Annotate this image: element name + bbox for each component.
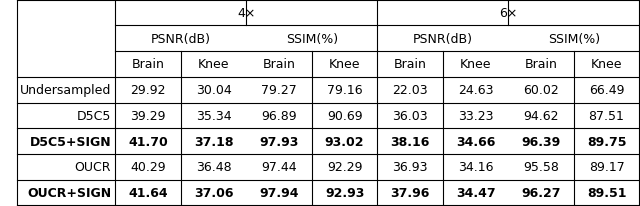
Text: 94.62: 94.62 [524, 109, 559, 122]
Text: 96.89: 96.89 [261, 109, 297, 122]
Text: Brain: Brain [262, 58, 296, 71]
Text: Brain: Brain [525, 58, 557, 71]
Text: 24.63: 24.63 [458, 84, 493, 97]
Text: 34.47: 34.47 [456, 186, 495, 199]
Text: 29.92: 29.92 [131, 84, 166, 97]
Text: 37.18: 37.18 [194, 135, 234, 148]
Text: 96.39: 96.39 [522, 135, 561, 148]
Text: 41.64: 41.64 [129, 186, 168, 199]
Text: 41.70: 41.70 [128, 135, 168, 148]
Text: SSIM(%): SSIM(%) [548, 33, 600, 46]
Text: OUCR+SIGN: OUCR+SIGN [27, 186, 111, 199]
Text: Brain: Brain [132, 58, 164, 71]
Text: 4×: 4× [237, 7, 255, 20]
Text: 30.04: 30.04 [196, 84, 232, 97]
Text: 33.23: 33.23 [458, 109, 493, 122]
Text: SSIM(%): SSIM(%) [286, 33, 338, 46]
Text: Undersampled: Undersampled [20, 84, 111, 97]
Text: PSNR(dB): PSNR(dB) [413, 33, 473, 46]
Text: 96.27: 96.27 [522, 186, 561, 199]
Text: Knee: Knee [329, 58, 360, 71]
Text: 34.66: 34.66 [456, 135, 495, 148]
Text: 34.16: 34.16 [458, 160, 493, 173]
Text: 38.16: 38.16 [390, 135, 430, 148]
Text: 36.48: 36.48 [196, 160, 232, 173]
Text: D5C5: D5C5 [77, 109, 111, 122]
Text: 36.93: 36.93 [392, 160, 428, 173]
Text: 40.29: 40.29 [131, 160, 166, 173]
Text: D5C5+SIGN: D5C5+SIGN [29, 135, 111, 148]
Text: PSNR(dB): PSNR(dB) [151, 33, 211, 46]
Text: Knee: Knee [591, 58, 622, 71]
Text: 93.02: 93.02 [325, 135, 364, 148]
Text: 37.96: 37.96 [390, 186, 430, 199]
Text: 79.16: 79.16 [327, 84, 362, 97]
Text: Knee: Knee [198, 58, 229, 71]
Text: 97.44: 97.44 [261, 160, 297, 173]
Text: 79.27: 79.27 [261, 84, 297, 97]
Text: 66.49: 66.49 [589, 84, 624, 97]
Text: 36.03: 36.03 [392, 109, 428, 122]
Text: 89.17: 89.17 [589, 160, 625, 173]
Text: 35.34: 35.34 [196, 109, 232, 122]
Text: 97.93: 97.93 [259, 135, 299, 148]
Text: 97.94: 97.94 [259, 186, 299, 199]
Text: Knee: Knee [460, 58, 492, 71]
Text: Brain: Brain [394, 58, 426, 71]
Text: 37.06: 37.06 [194, 186, 234, 199]
Text: 87.51: 87.51 [589, 109, 625, 122]
Text: 92.29: 92.29 [327, 160, 362, 173]
Text: 90.69: 90.69 [327, 109, 362, 122]
Text: 60.02: 60.02 [523, 84, 559, 97]
Text: 92.93: 92.93 [325, 186, 364, 199]
Text: 89.75: 89.75 [587, 135, 627, 148]
Text: 89.51: 89.51 [587, 186, 627, 199]
Text: 95.58: 95.58 [523, 160, 559, 173]
Text: 22.03: 22.03 [392, 84, 428, 97]
Text: OUCR: OUCR [74, 160, 111, 173]
Text: 39.29: 39.29 [131, 109, 166, 122]
Text: 6×: 6× [499, 7, 518, 20]
